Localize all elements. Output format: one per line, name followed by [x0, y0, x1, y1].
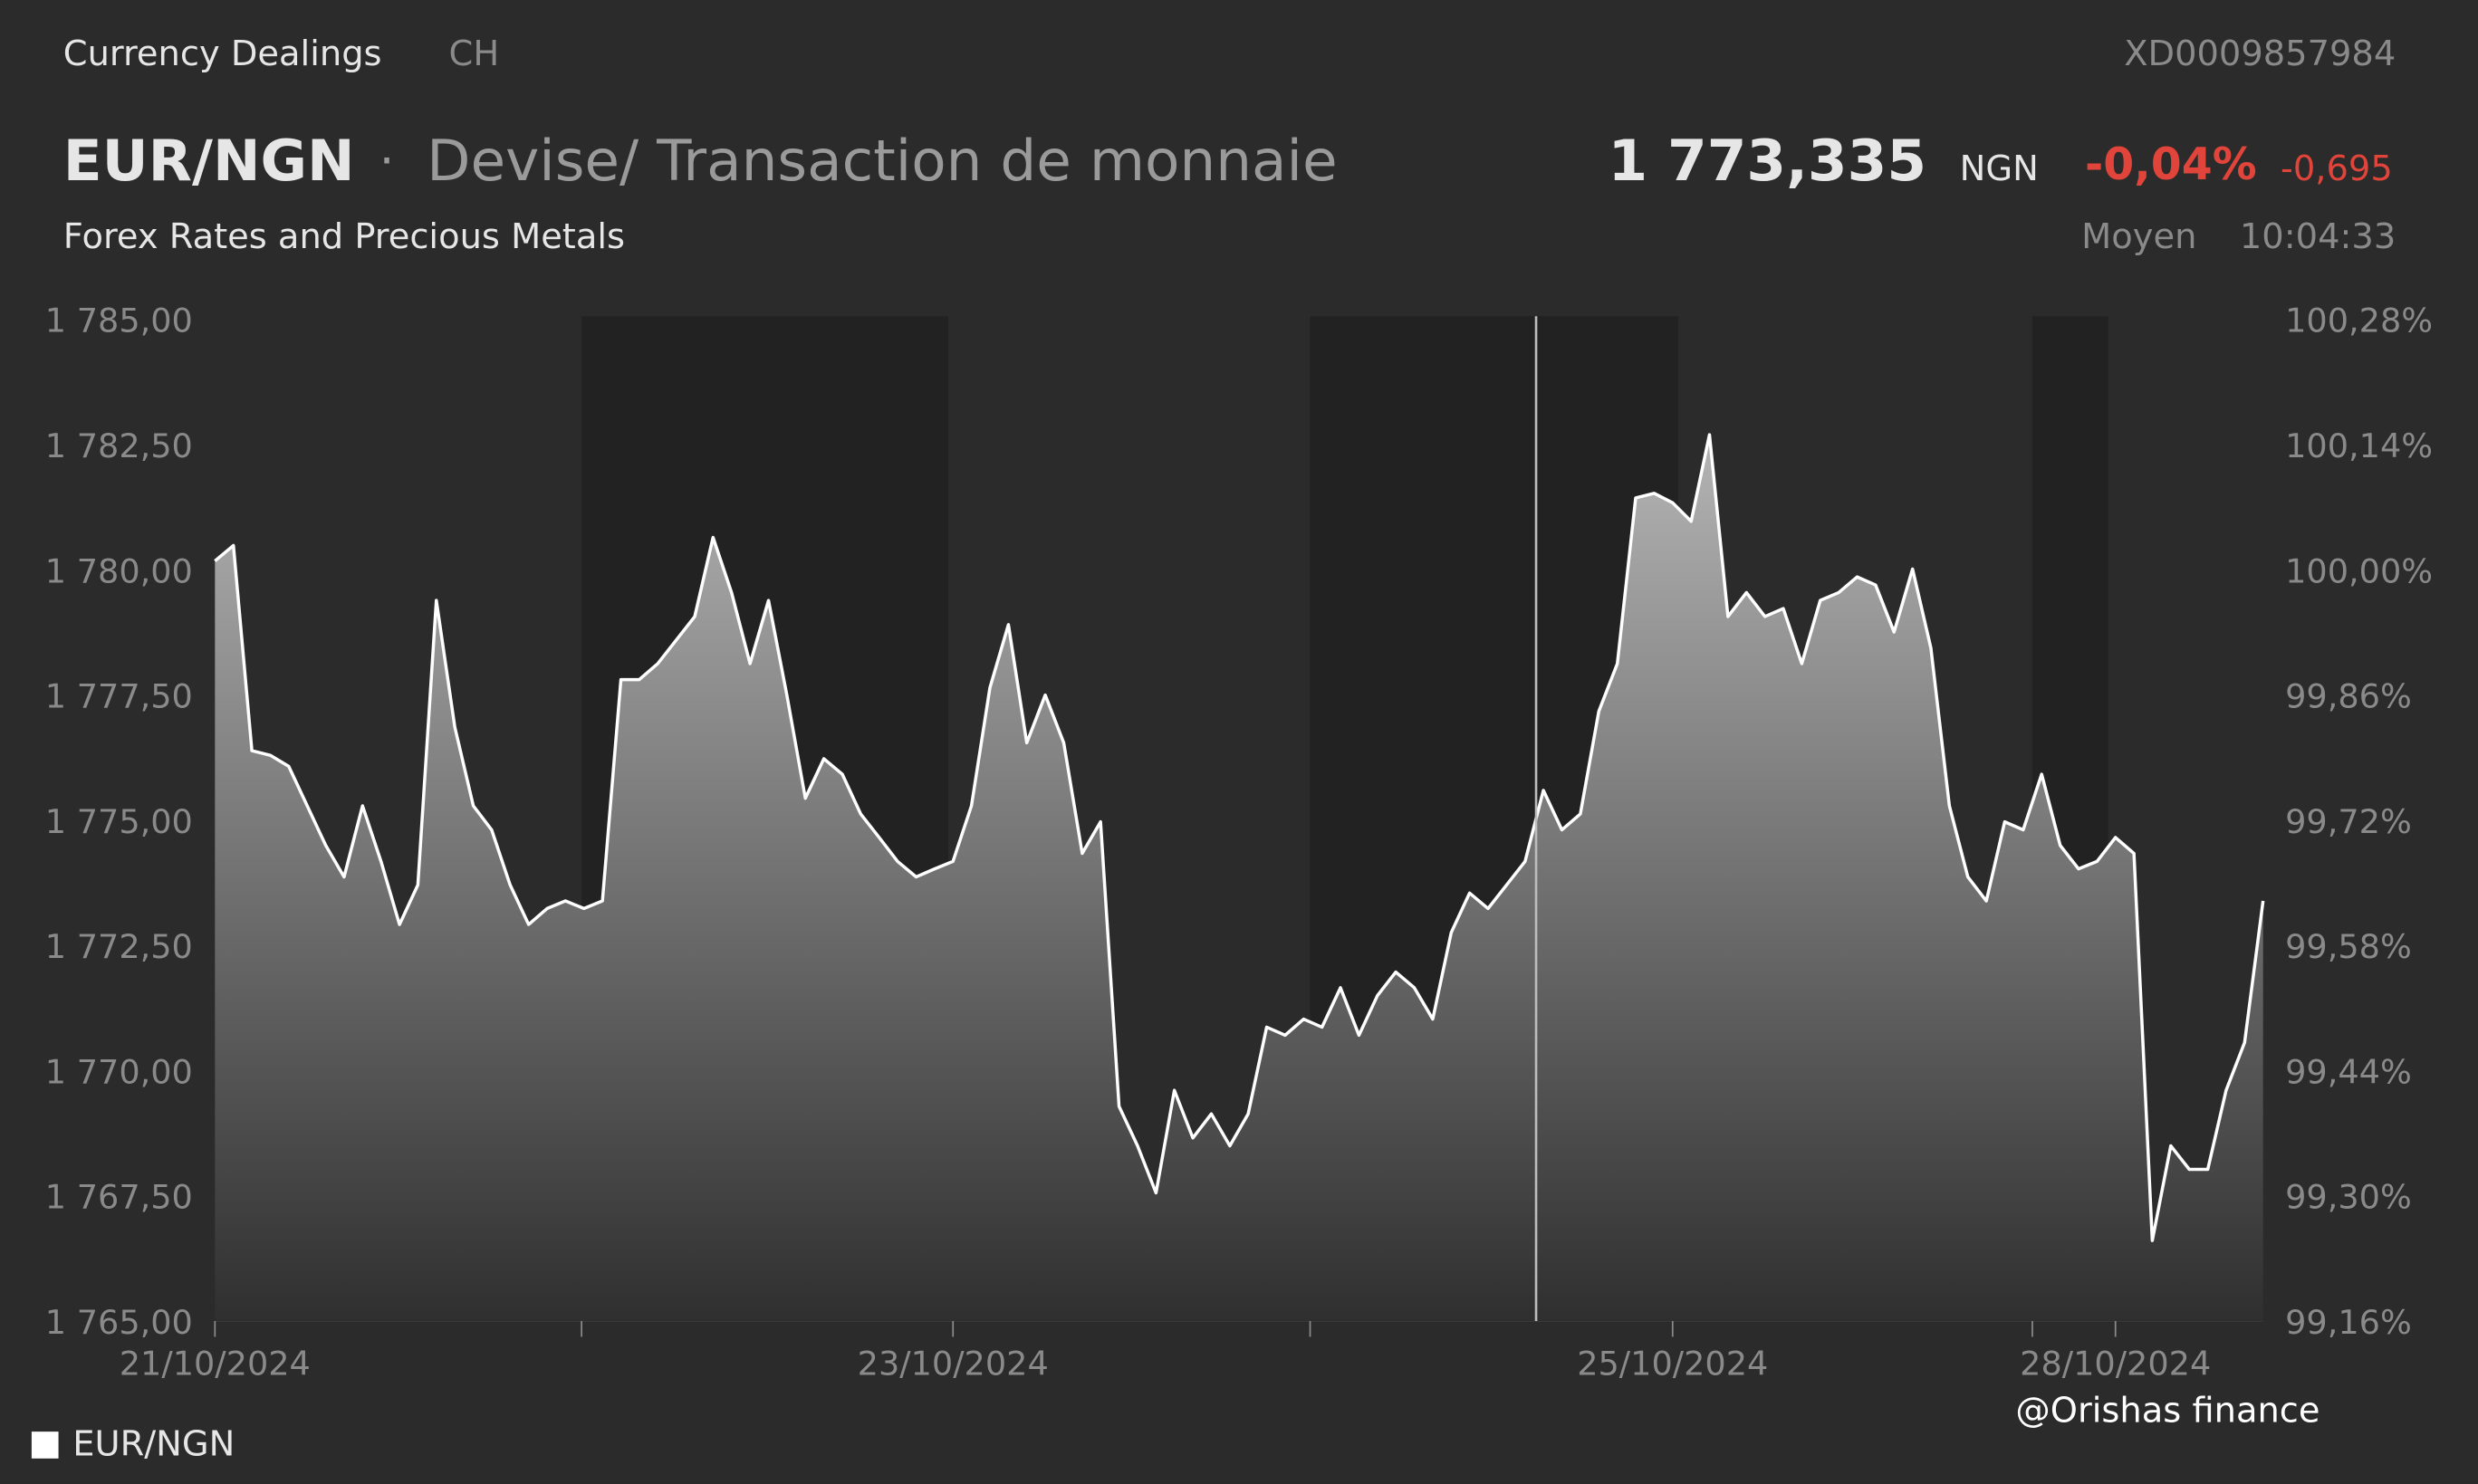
y-tick-label: 1 767,50 — [45, 1178, 193, 1217]
y-tick-label: 1 775,00 — [45, 802, 193, 841]
y2-tick-label: 99,72% — [2285, 802, 2412, 841]
y2-tick-label: 99,44% — [2285, 1052, 2412, 1091]
y2-tick-label: 99,86% — [2285, 677, 2412, 716]
x-tick-label: 28/10/2024 — [2020, 1344, 2211, 1383]
y2-tick-label: 99,30% — [2285, 1178, 2412, 1217]
y-tick-label: 1 782,50 — [45, 426, 193, 465]
x-tick-label: 21/10/2024 — [120, 1344, 311, 1383]
y2-tick-label: 100,00% — [2285, 551, 2433, 590]
symbol: EUR/NGN — [63, 128, 355, 194]
x-tick-label: 23/10/2024 — [858, 1344, 1049, 1383]
y-tick-label: 1 780,00 — [45, 551, 193, 590]
price: 1 773,335 — [1608, 128, 1926, 194]
y-tick-label: 1 785,00 — [45, 302, 193, 340]
line — [214, 433, 2265, 1242]
legend-swatch — [31, 1431, 59, 1459]
area — [215, 435, 2263, 1322]
x-tick-label: 25/10/2024 — [1577, 1344, 1768, 1383]
watermark: @Orishas finance — [2015, 1391, 2320, 1431]
instrument-name: Devise/ Transaction de monnaie — [427, 128, 1337, 194]
y-tick-label: 1 777,50 — [45, 677, 193, 716]
price-type: Moyen — [2081, 216, 2196, 257]
y-tick-label: 1 770,00 — [45, 1052, 193, 1091]
y2-tick-label: 100,28% — [2285, 302, 2433, 340]
y-tick-label: 1 772,50 — [45, 927, 193, 966]
country: CH — [449, 34, 500, 74]
time: 10:04:33 — [2240, 216, 2396, 257]
y2-tick-label: 99,58% — [2285, 927, 2412, 966]
currency: NGN — [1960, 148, 2039, 189]
legend-label: EUR/NGN — [72, 1423, 235, 1464]
y2-tick-label: 99,16% — [2285, 1303, 2412, 1342]
source: Currency Dealings — [63, 34, 382, 74]
separator: · — [379, 134, 395, 189]
category: Forex Rates and Precious Metals — [63, 216, 625, 257]
change-abs: -0,695 — [2281, 148, 2393, 189]
y-tick-label: 1 765,00 — [45, 1303, 193, 1342]
change-pct: -0,04% — [2085, 139, 2257, 190]
y2-tick-label: 100,14% — [2285, 426, 2433, 465]
isin: XD0009857984 — [2124, 34, 2396, 74]
